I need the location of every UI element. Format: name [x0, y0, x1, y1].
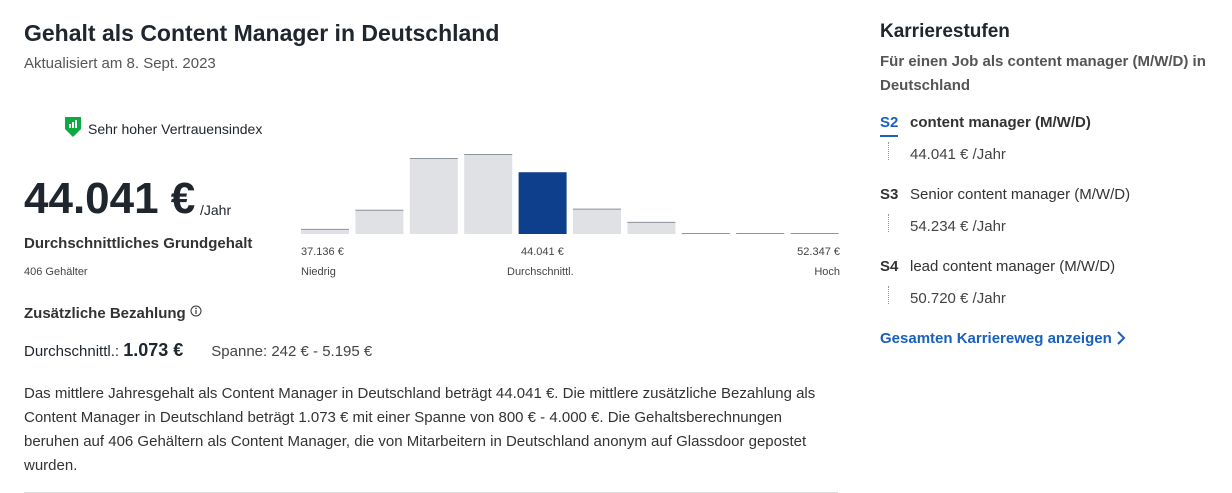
additional-row: Durchschnittl.: 1.073 € Spanne: 242 € - 5…: [24, 340, 372, 361]
title: Gehalt als Content Manager in Deutschlan…: [24, 20, 500, 46]
salary-amount: 44.041 €: [24, 174, 196, 223]
histogram-bar: [464, 154, 513, 234]
level-salary: 54.234 € /Jahr: [910, 218, 1006, 235]
level-connector: [888, 286, 889, 304]
additional-title: Zusätzliche Bezahlung: [24, 305, 186, 322]
avg-label: Durchschnittl.:: [24, 343, 120, 360]
level-code: S2: [880, 114, 899, 131]
high-value: 52.347 €: [797, 246, 840, 258]
histogram-bar: [355, 209, 404, 234]
trust-icon: [65, 117, 81, 137]
level-name: content manager (M/W/D): [910, 114, 1091, 131]
level-connector: [888, 142, 889, 160]
histogram: [301, 154, 839, 234]
trust-label: Sehr hoher Vertrauensindex: [88, 121, 263, 137]
level-name: lead content manager (M/W/D): [910, 258, 1116, 275]
salary-count: 406 Gehälter: [24, 266, 88, 278]
info-icon[interactable]: [190, 305, 202, 317]
career-link-text[interactable]: Gesamten Karriereweg anzeigen: [880, 330, 1112, 347]
level-name: Senior content manager (M/W/D): [910, 186, 1131, 203]
updated: Aktualisiert am 8. Sept. 2023: [24, 55, 216, 72]
description: Das mittlere Jahresgehalt als Content Ma…: [24, 385, 816, 474]
histogram-bar: [518, 172, 567, 234]
low-value: 37.136 €: [301, 246, 344, 258]
career-link[interactable]: Gesamten Karriereweg anzeigen: [880, 330, 1126, 347]
salary-unit: /Jahr: [200, 202, 232, 218]
level-connector: [888, 214, 889, 232]
mid-label: Durchschnittl.: [507, 266, 574, 278]
level-code: S3: [880, 186, 899, 203]
level-code: S4: [880, 258, 899, 275]
career-title: Karrierestufen: [880, 21, 1010, 42]
high-label: Hoch: [814, 266, 840, 278]
level-underline: [880, 135, 898, 137]
chevron: [1117, 331, 1126, 345]
histogram-bar: [573, 208, 621, 234]
low-label: Niedrig: [301, 266, 336, 278]
mid-value: 44.041 €: [521, 246, 564, 258]
histogram-bar: [627, 221, 676, 234]
salary-label: Durchschnittliches Grundgehalt: [24, 235, 253, 252]
career-subtitle: Für einen Job als content manager (M/W/D…: [880, 53, 1206, 94]
range: Spanne: 242 € - 5.195 €: [211, 343, 373, 360]
avg-value: 1.073 €: [123, 340, 184, 360]
level-salary: 50.720 € /Jahr: [910, 290, 1006, 307]
histogram-bar: [409, 158, 458, 234]
histogram-bar: [301, 228, 349, 234]
level-salary: 44.041 € /Jahr: [910, 146, 1006, 163]
